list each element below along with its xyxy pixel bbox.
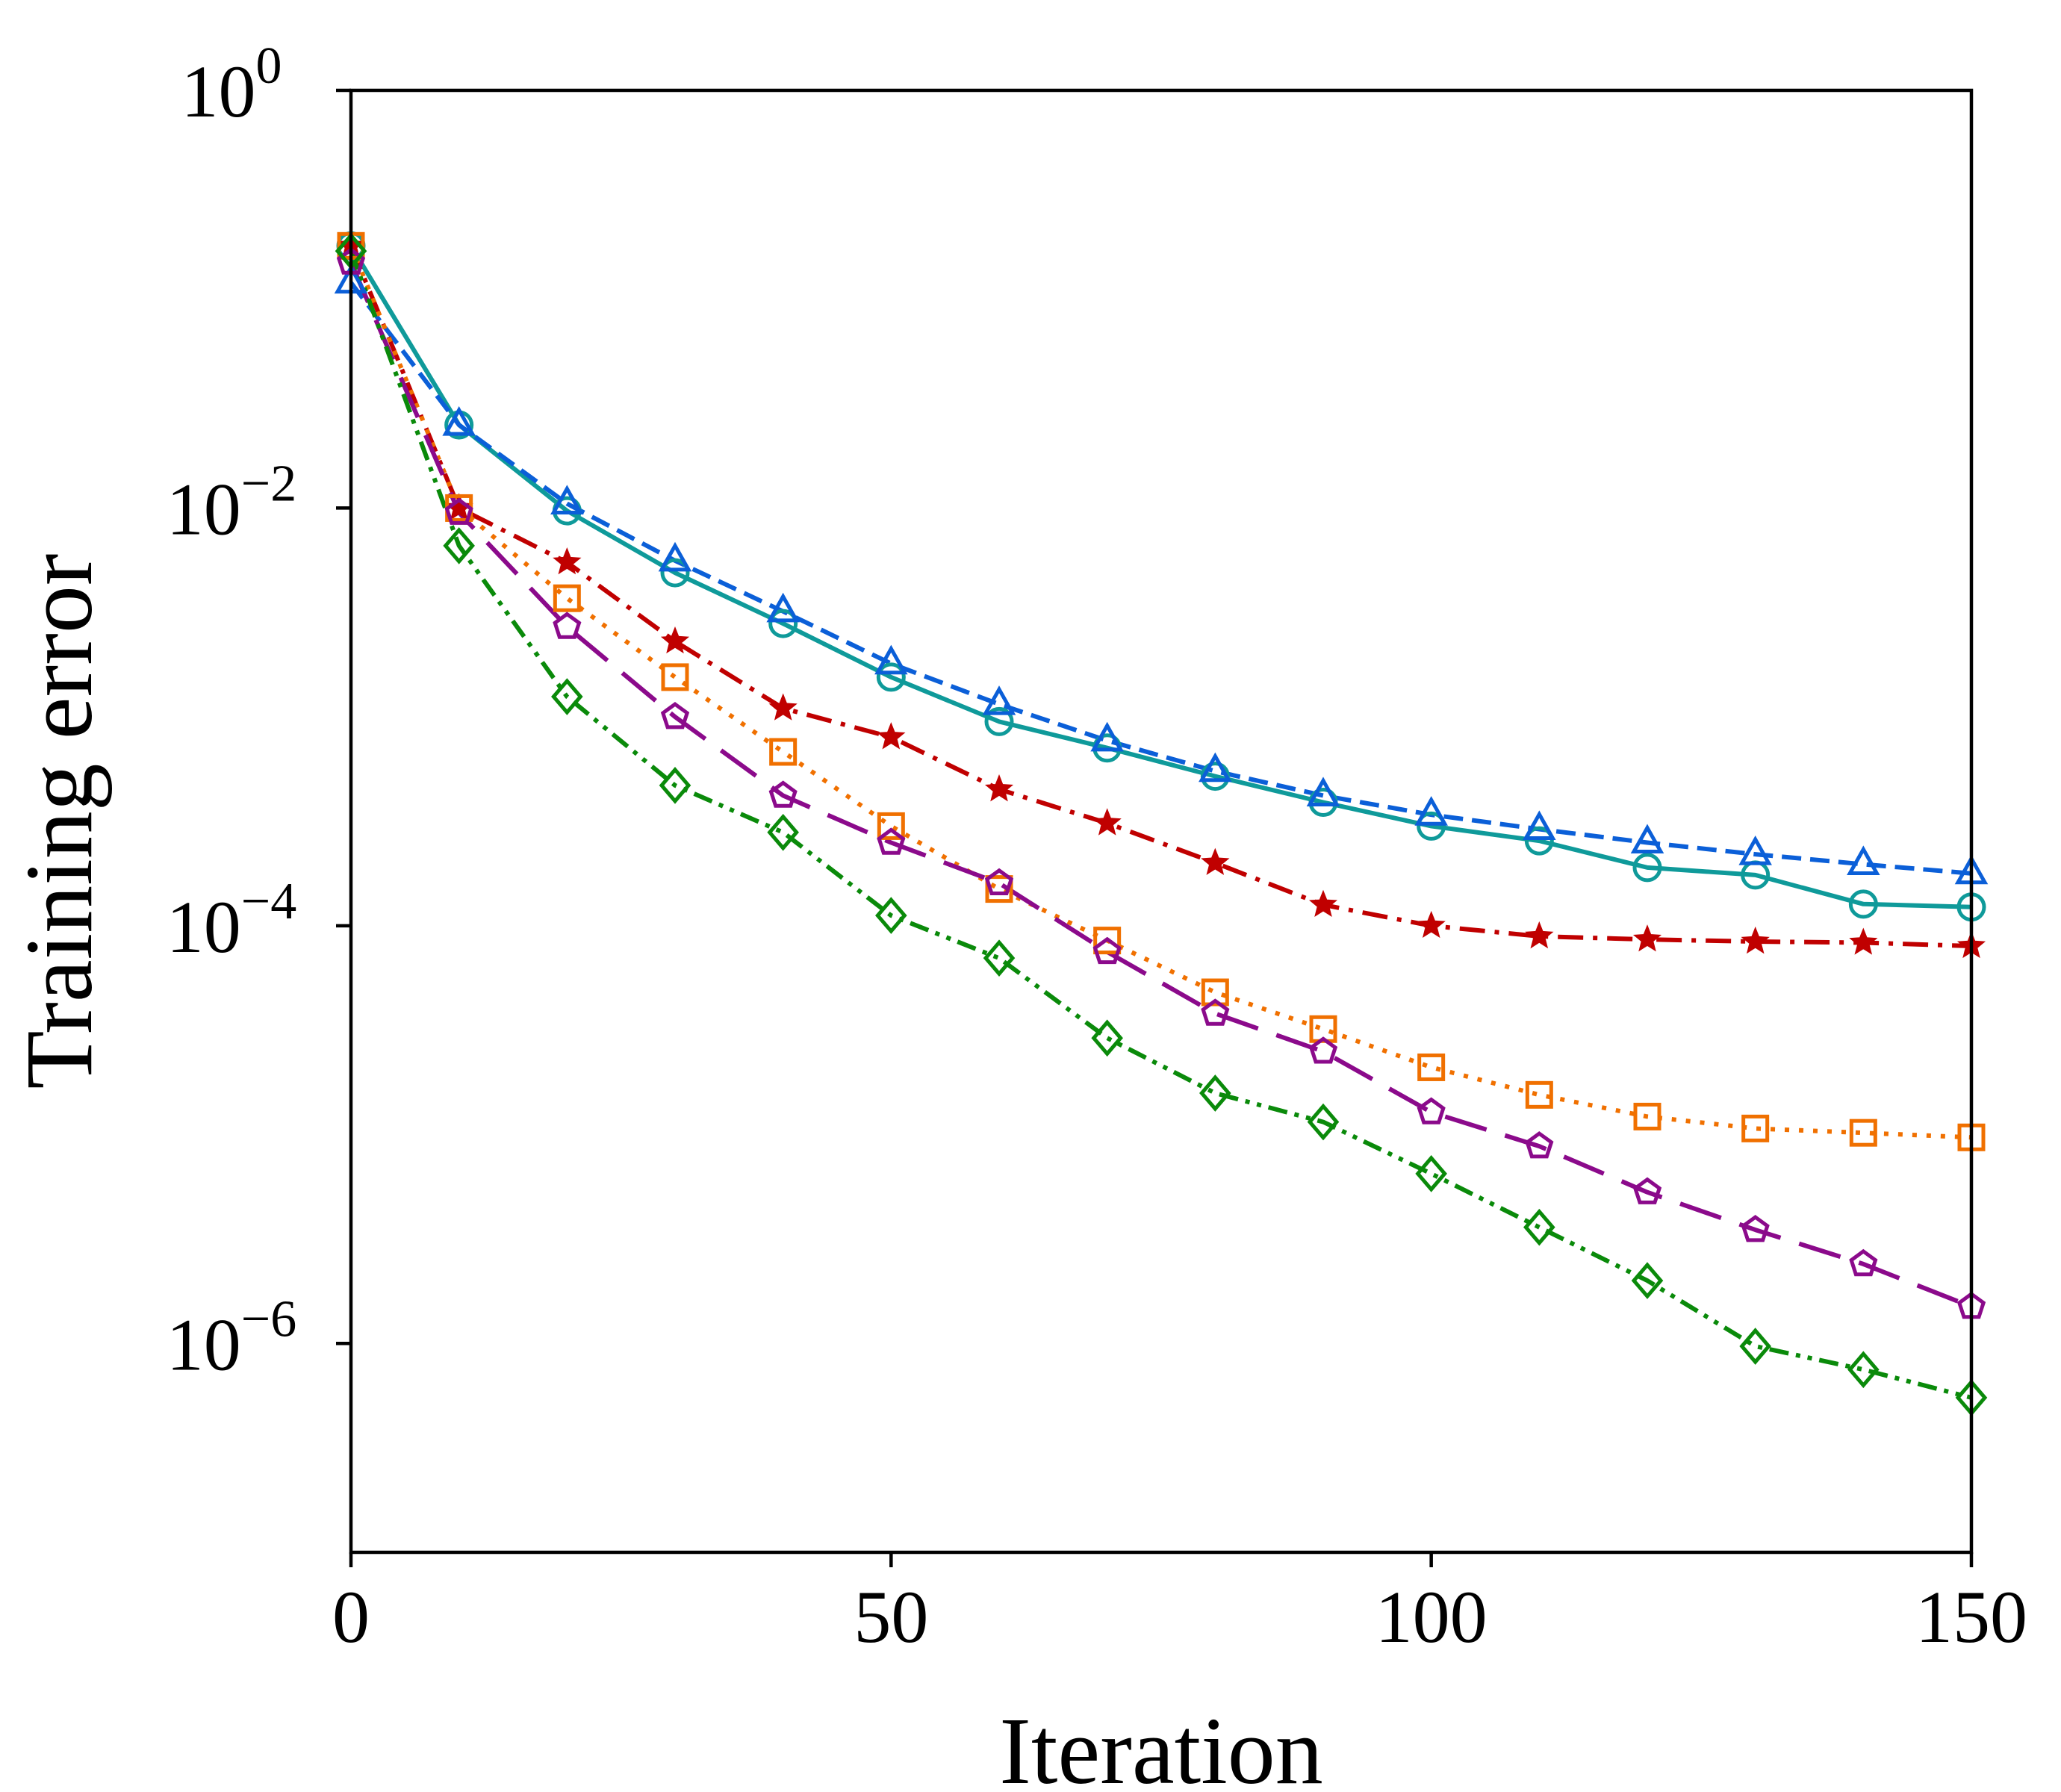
series-square-point-120 bbox=[1633, 1102, 1661, 1130]
series-triangle-point-90 bbox=[1306, 777, 1340, 807]
series-square-point-80 bbox=[1201, 978, 1229, 1007]
x-tick-label-50: 50 bbox=[854, 1575, 928, 1658]
series-triangle-point-70 bbox=[1090, 721, 1124, 752]
series-circle-point-120 bbox=[1632, 853, 1662, 883]
series-pentagon-point-30 bbox=[660, 702, 690, 729]
series-square-point-60 bbox=[985, 875, 1013, 903]
series-diamond-point-120 bbox=[1631, 1262, 1664, 1299]
series-star-point-130 bbox=[1741, 926, 1770, 954]
series-pentagon-point-100 bbox=[1417, 1097, 1446, 1124]
series-circle-point-140 bbox=[1848, 889, 1878, 919]
series-star-point-40 bbox=[768, 693, 798, 721]
series-triangle-point-50 bbox=[874, 644, 908, 675]
series-star-point-30 bbox=[660, 626, 690, 654]
series-square-point-130 bbox=[1741, 1114, 1770, 1142]
series-square-point-50 bbox=[877, 812, 905, 840]
series-pentagon-point-50 bbox=[877, 827, 906, 855]
series-pentagon-point-110 bbox=[1525, 1131, 1554, 1159]
series-triangle-point-100 bbox=[1414, 796, 1448, 826]
series-pentagon-point-70 bbox=[1092, 936, 1122, 965]
series-star-point-120 bbox=[1632, 924, 1662, 952]
series-circle-point-30 bbox=[660, 558, 690, 588]
series-pentagon-point-60 bbox=[984, 868, 1014, 895]
series-triangle-point-10 bbox=[442, 406, 476, 436]
y-tick-label-3: 10−6 bbox=[167, 1290, 296, 1386]
series-triangle-line bbox=[349, 281, 1972, 876]
series-star-point-110 bbox=[1525, 921, 1554, 949]
series-diamond-line bbox=[349, 250, 1972, 1400]
series-circle-line bbox=[349, 244, 1972, 909]
series-square-point-110 bbox=[1525, 1080, 1553, 1109]
x-tick-label-100: 100 bbox=[1375, 1575, 1488, 1658]
series-triangle-point-130 bbox=[1738, 835, 1772, 865]
series-diamond-point-130 bbox=[1739, 1328, 1771, 1365]
y-tick-label-1: 10−2 bbox=[167, 455, 296, 550]
y-tick-label-2: 10−4 bbox=[167, 873, 296, 968]
series-diamond-point-10 bbox=[443, 527, 475, 564]
series-pentagon-point-40 bbox=[768, 780, 798, 808]
series-square-point-100 bbox=[1417, 1053, 1446, 1081]
series-pentagon-point-140 bbox=[1849, 1248, 1878, 1277]
series-diamond-point-110 bbox=[1523, 1208, 1555, 1246]
plot-lines bbox=[349, 244, 1973, 1400]
y-axis-label: Training error bbox=[6, 554, 112, 1089]
x-axis-label: Iteration bbox=[999, 1698, 1323, 1792]
series-triangle-point-110 bbox=[1523, 810, 1556, 841]
series-square-point-70 bbox=[1093, 927, 1122, 955]
series-pentagon-point-90 bbox=[1308, 1036, 1338, 1064]
series-diamond-point-80 bbox=[1199, 1074, 1231, 1112]
series-square-point-30 bbox=[661, 663, 689, 691]
series-diamond-point-30 bbox=[659, 767, 691, 804]
series-diamond-point-20 bbox=[551, 678, 583, 715]
series-square-line bbox=[349, 245, 1972, 1140]
series-triangle-point-60 bbox=[982, 685, 1016, 715]
series-pentagon-line bbox=[349, 261, 1973, 1309]
series-diamond-point-100 bbox=[1415, 1155, 1447, 1192]
series-diamond-point-40 bbox=[767, 813, 799, 851]
series-square-point-40 bbox=[769, 738, 798, 766]
series-star-point-60 bbox=[984, 774, 1014, 802]
series-diamond-point-70 bbox=[1091, 1019, 1123, 1057]
x-tick-label-150: 150 bbox=[1915, 1575, 2027, 1658]
series-diamond-point-60 bbox=[983, 939, 1016, 977]
series-triangle-point-140 bbox=[1847, 845, 1880, 875]
series-diamond-point-90 bbox=[1307, 1103, 1340, 1141]
series-square-point-20 bbox=[553, 584, 581, 612]
plot-markers bbox=[334, 231, 1989, 1416]
series-square-point-140 bbox=[1849, 1119, 1877, 1147]
axes-ticks: 0 50 100 150 100 10−2 10−4 10−6 bbox=[167, 37, 2027, 1658]
series-triangle-point-80 bbox=[1199, 752, 1232, 783]
series-star-point-90 bbox=[1308, 889, 1338, 917]
series-triangle-point-120 bbox=[1630, 824, 1664, 854]
series-pentagon-point-20 bbox=[553, 612, 582, 639]
series-star-point-50 bbox=[877, 722, 906, 750]
series-triangle-point-30 bbox=[658, 541, 692, 572]
series-circle-point-110 bbox=[1524, 826, 1554, 856]
series-pentagon-point-130 bbox=[1741, 1215, 1770, 1242]
series-diamond-point-50 bbox=[875, 897, 907, 934]
series-star-point-140 bbox=[1849, 927, 1878, 955]
series-star-line bbox=[349, 245, 1972, 948]
series-circle-point-60 bbox=[984, 706, 1014, 736]
plot-frame bbox=[349, 88, 1974, 1555]
series-circle-point-40 bbox=[768, 609, 798, 638]
x-tick-label-0: 0 bbox=[332, 1575, 370, 1658]
series-pentagon-point-80 bbox=[1201, 998, 1230, 1026]
series-star-point-20 bbox=[553, 547, 582, 575]
series-pentagon-point-120 bbox=[1632, 1177, 1662, 1204]
series-diamond-point-140 bbox=[1847, 1351, 1880, 1389]
series-star-point-70 bbox=[1092, 808, 1122, 836]
series-circle-point-50 bbox=[876, 662, 906, 692]
series-pentagon-point-10 bbox=[444, 497, 473, 525]
series-star-point-80 bbox=[1201, 847, 1230, 875]
series-triangle-point-40 bbox=[766, 592, 800, 623]
series-star-point-100 bbox=[1417, 910, 1446, 939]
series-circle-point-100 bbox=[1417, 811, 1446, 841]
y-tick-label-0: 100 bbox=[181, 37, 282, 133]
series-triangle-point-20 bbox=[550, 485, 584, 515]
